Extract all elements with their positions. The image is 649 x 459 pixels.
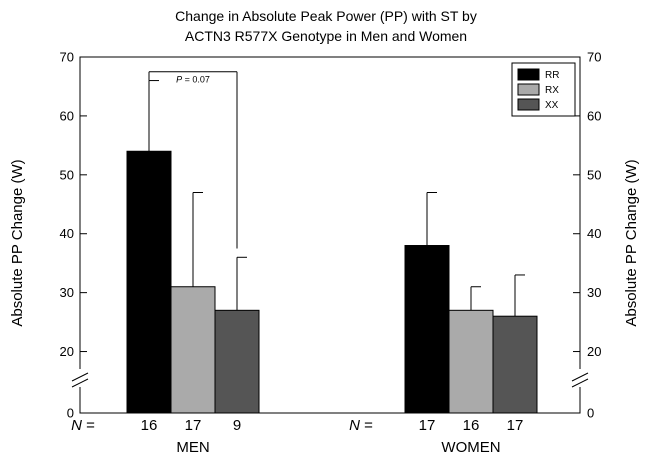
n-label: N = — [349, 417, 373, 434]
bar-rr — [126, 150, 172, 414]
significance-annotation: P = 0.07 — [148, 71, 238, 249]
legend: RR RX XX — [511, 62, 576, 117]
legend-swatch-rr — [517, 68, 540, 81]
n-value: 16 — [141, 417, 158, 434]
n-label: N = — [71, 417, 95, 434]
bars-layer — [126, 80, 538, 414]
chart-title-line-1: Change in Absolute Peak Power (PP) with … — [175, 8, 477, 24]
y-tick-label-left: 50 — [60, 167, 74, 182]
y-axis-break-left — [71, 369, 89, 388]
plot-frame — [79, 56, 581, 414]
group-label: MEN — [176, 439, 209, 456]
bar-rx — [170, 286, 216, 414]
y-tick-label-left: 60 — [60, 108, 74, 123]
legend-label-xx: XX — [545, 100, 559, 111]
bar-rx — [448, 309, 494, 414]
bar-xx — [492, 315, 538, 414]
y-axis-label-left: Absolute PP Change (W) — [9, 159, 26, 326]
y-tick-label-right: 30 — [587, 285, 601, 300]
n-value: 16 — [463, 417, 480, 434]
y-tick-label-right: 20 — [587, 344, 601, 359]
legend-swatch-rx — [517, 83, 540, 96]
y-axis-break-right — [571, 369, 589, 388]
y-tick-label-right: 70 — [587, 50, 601, 65]
y-tick-label-right: 40 — [587, 226, 601, 241]
group-labels: MEN WOMEN — [176, 439, 500, 456]
legend-label-rr: RR — [545, 70, 559, 81]
y-tick-label-left: 70 — [60, 50, 74, 65]
n-value: 17 — [419, 417, 436, 434]
y-axis-left: 0 20 30 40 50 60 70 — [60, 50, 87, 421]
y-tick-label-right: 50 — [587, 167, 601, 182]
y-tick-label-left: 40 — [60, 226, 74, 241]
legend-swatch-xx — [517, 98, 540, 111]
y-tick-label-right: 60 — [587, 108, 601, 123]
group-label: WOMEN — [441, 439, 500, 456]
y-axis-label-right: Absolute PP Change (W) — [623, 159, 640, 326]
p-value-label: P = 0.07 — [176, 75, 210, 85]
y-axis-right: 0 20 30 40 50 60 70 — [573, 50, 601, 421]
y-tick-label-left: 0 — [67, 406, 74, 421]
chart-title-line-2: ACTN3 R577X Genotype in Men and Women — [185, 28, 467, 44]
n-value: 17 — [185, 417, 202, 434]
n-value: 9 — [233, 417, 241, 434]
n-row: 16 17 9 N = 17 16 17 N = — [71, 417, 523, 434]
bar-xx — [214, 309, 260, 414]
y-tick-label-right: 0 — [587, 406, 594, 421]
y-tick-label-left: 20 — [60, 344, 74, 359]
legend-label-rx: RX — [545, 85, 559, 96]
n-value: 17 — [507, 417, 524, 434]
bar-rr — [404, 245, 450, 414]
y-tick-label-left: 30 — [60, 285, 74, 300]
